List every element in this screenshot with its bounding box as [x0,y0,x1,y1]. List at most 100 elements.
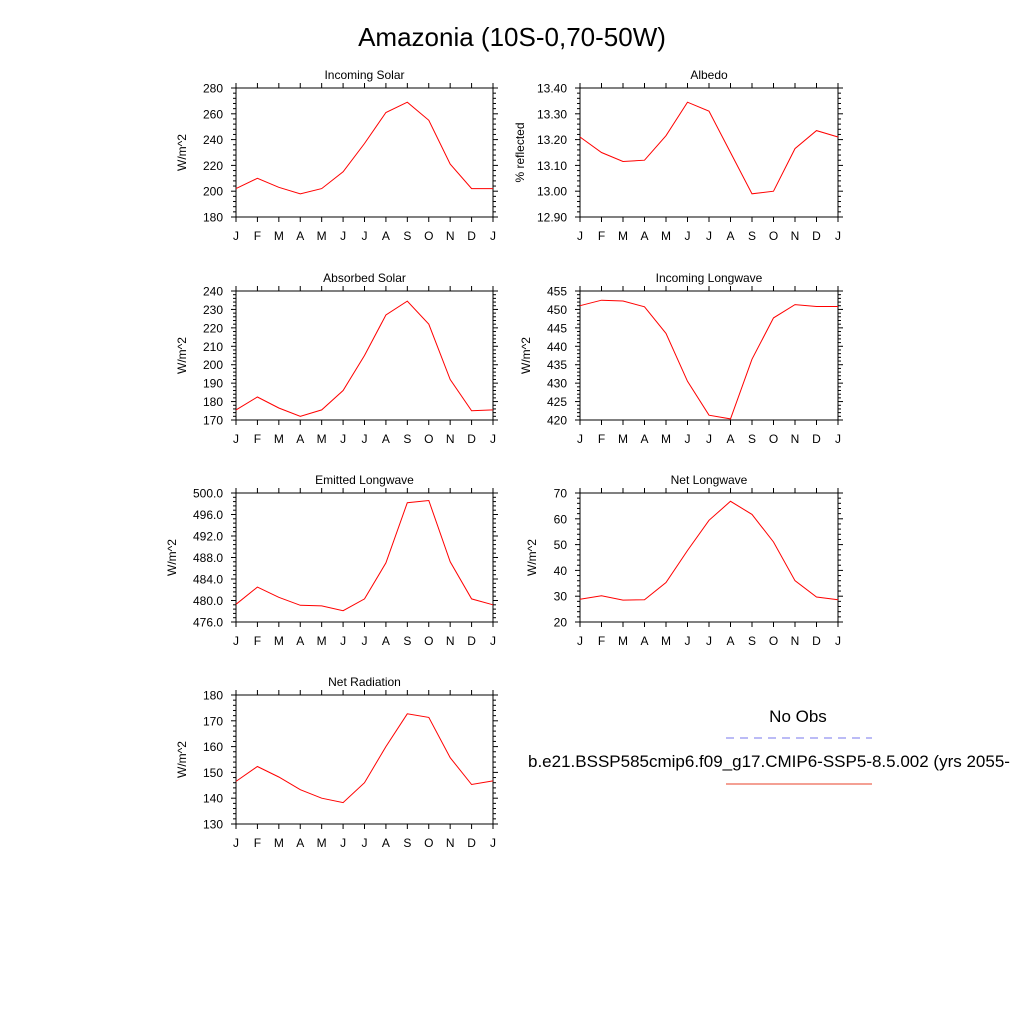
x-tick-label: A [726,229,734,243]
x-tick-label: A [382,229,390,243]
y-axis-label: % reflected [513,122,527,182]
x-tick-label: J [490,836,496,850]
y-axis-label: W/m^2 [165,539,179,576]
x-tick-label: F [254,229,261,243]
x-tick-label: F [598,634,605,648]
x-tick-label: J [362,634,368,648]
x-tick-label: J [835,229,841,243]
x-tick-label: D [812,432,821,446]
panel-title: Emitted Longwave [315,473,414,487]
x-tick-label: S [403,836,411,850]
x-tick-label: A [296,634,304,648]
x-tick-label: M [274,634,284,648]
x-tick-label: D [467,229,476,243]
figure-title: Amazonia (10S-0,70-50W) [358,22,666,52]
series-line [579,299,838,420]
x-tick-label: N [446,634,455,648]
x-tick-label: J [233,229,239,243]
y-tick-label: 484.0 [193,573,223,587]
series-line [579,101,839,195]
y-tick-label: 180 [203,689,223,703]
x-tick-label: A [640,432,648,446]
y-tick-label: 40 [554,564,568,578]
x-tick-label: M [661,432,671,446]
series-line [235,300,494,417]
y-tick-label: 50 [554,538,568,552]
y-tick-label: 130 [203,818,223,832]
y-tick-label: 150 [203,766,223,780]
x-tick-label: S [403,229,411,243]
y-tick-label: 425 [547,395,567,409]
x-tick-label: J [706,634,712,648]
x-tick-label: A [382,432,390,446]
series-line [235,101,493,195]
x-tick-label: J [362,836,368,850]
panel-title: Net Longwave [671,473,748,487]
y-tick-label: 70 [554,487,568,501]
y-tick-label: 220 [203,159,223,173]
panel-title: Incoming Solar [324,68,404,82]
x-tick-label: J [362,432,368,446]
y-tick-label: 260 [203,107,223,121]
x-tick-label: J [706,432,712,446]
panel-title: Albedo [690,68,728,82]
x-tick-label: O [424,836,433,850]
y-tick-label: 160 [203,740,223,754]
x-tick-label: D [467,836,476,850]
x-tick-label: N [446,836,455,850]
plot-frame [235,492,494,623]
x-tick-label: N [791,634,800,648]
y-tick-label: 440 [547,340,567,354]
y-tick-label: 455 [547,285,567,299]
x-tick-label: F [254,634,261,648]
x-tick-label: J [685,229,691,243]
x-tick-label: O [424,634,433,648]
y-axis-label: W/m^2 [175,134,189,171]
y-tick-label: 230 [203,303,223,317]
x-tick-label: A [296,836,304,850]
y-tick-label: 60 [554,512,568,526]
y-tick-label: 435 [547,358,567,372]
x-tick-label: M [317,432,327,446]
plot-frame [579,290,839,421]
y-tick-label: 13.40 [537,82,567,96]
y-tick-label: 13.20 [537,133,567,147]
x-tick-label: D [467,634,476,648]
x-tick-label: M [661,229,671,243]
y-tick-label: 280 [203,82,223,96]
x-tick-label: M [618,229,628,243]
x-tick-label: J [340,432,346,446]
x-tick-label: M [661,634,671,648]
y-tick-label: 170 [203,714,223,728]
x-tick-label: N [791,432,800,446]
y-tick-label: 420 [547,414,567,428]
x-tick-label: A [296,229,304,243]
series-line [579,500,839,601]
y-tick-label: 220 [203,321,223,335]
y-axis-label: W/m^2 [519,337,533,374]
x-tick-label: A [382,634,390,648]
x-tick-label: N [446,229,455,243]
x-tick-label: M [274,836,284,850]
y-tick-label: 496.0 [193,508,223,522]
x-tick-label: J [362,229,368,243]
x-tick-label: S [403,432,411,446]
x-tick-label: J [490,229,496,243]
legend: No Obs b.e21.BSSP585cmip6.f09_g17.CMIP6-… [528,707,1010,785]
y-tick-label: 13.00 [537,185,567,199]
x-tick-label: D [812,634,821,648]
y-tick-label: 200 [203,185,223,199]
plot-frame [579,492,839,623]
x-tick-label: F [254,432,261,446]
y-tick-label: 13.10 [537,159,567,173]
legend-model-label: b.e21.BSSP585cmip6.f09_g17.CMIP6-SSP5-8.… [528,752,1010,771]
x-tick-label: A [726,432,734,446]
plot-frame [579,87,839,218]
